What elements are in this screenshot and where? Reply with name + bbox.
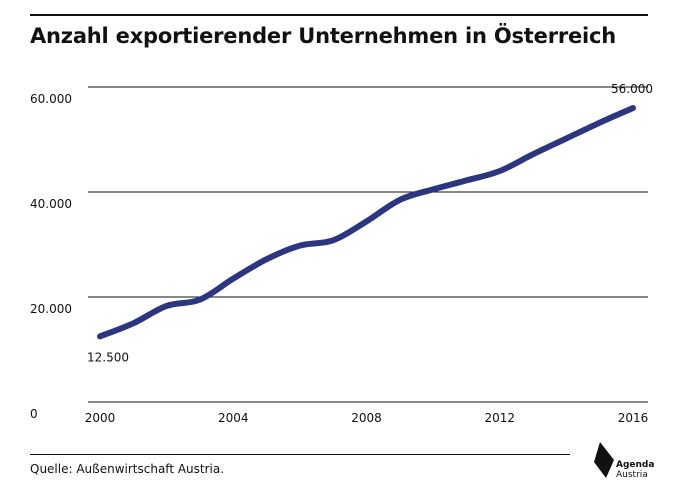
x-tick-label: 2000 [85, 411, 116, 425]
footer-rule [30, 454, 570, 455]
data-label: 56.000 [611, 82, 653, 96]
y-tick-label: 60.000 [30, 92, 72, 106]
agenda-austria-logo: Agenda Austria [592, 440, 662, 488]
logo-mark-icon [594, 442, 614, 478]
logo-text-agenda: Agenda [616, 460, 655, 470]
series-line [97, 105, 636, 340]
x-tick-label: 2016 [618, 411, 649, 425]
x-tick-label: 2012 [484, 411, 515, 425]
data-label: 12.500 [87, 350, 129, 364]
top-rule [30, 14, 648, 16]
y-tick-label: 40.000 [30, 197, 72, 211]
source-note: Quelle: Außenwirtschaft Austria. [30, 462, 225, 476]
x-tick-label: 2008 [351, 411, 382, 425]
y-tick-label: 20.000 [30, 302, 72, 316]
x-tick-label: 2004 [218, 411, 249, 425]
chart-title: Anzahl exportierender Unternehmen in Öst… [30, 24, 617, 48]
y-tick-label: 0 [30, 407, 38, 421]
logo-text-austria: Austria [616, 470, 648, 480]
